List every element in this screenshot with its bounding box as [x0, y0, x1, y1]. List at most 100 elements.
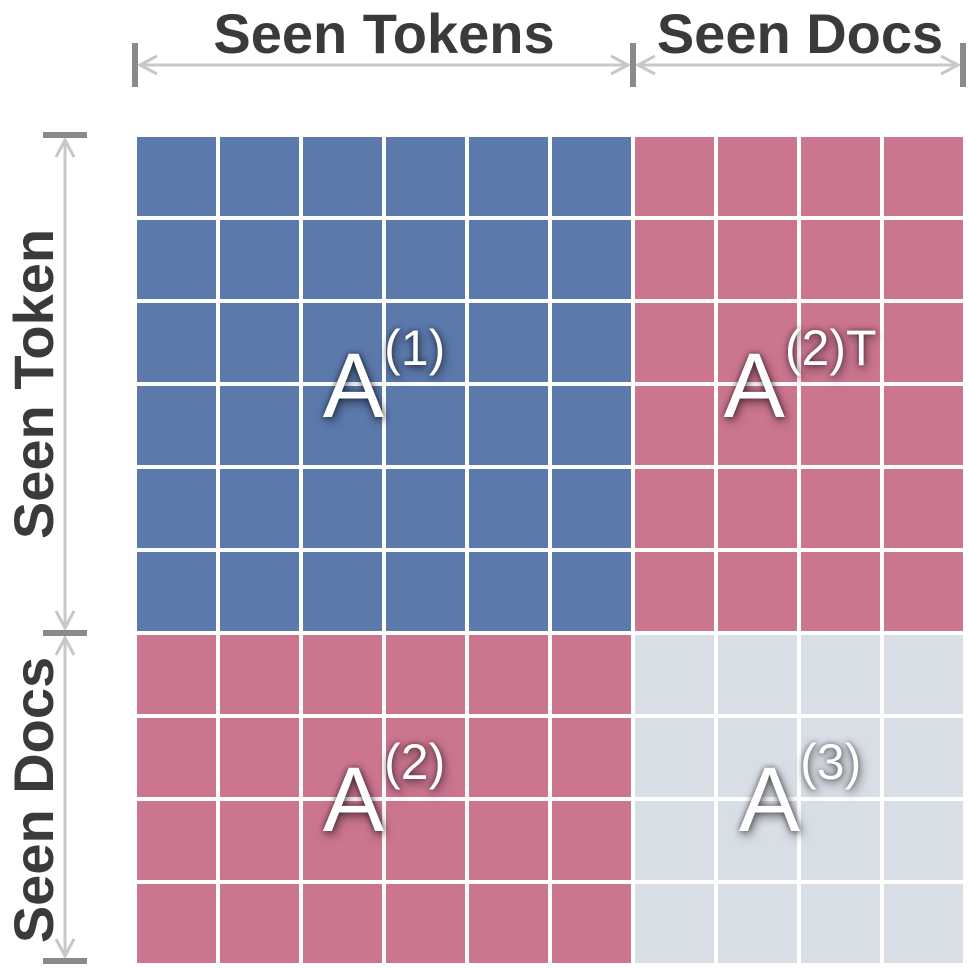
- matrix-cell: [382, 548, 469, 635]
- matrix-cell: [216, 548, 303, 635]
- top-bracket-tokens-arrowhead: [136, 54, 158, 76]
- matrix-cell: [797, 216, 884, 303]
- matrix-cell: [382, 880, 469, 967]
- matrix-cell: [133, 133, 220, 220]
- matrix-cell: [548, 880, 635, 967]
- block-label-a2t: A(2)T: [723, 319, 877, 437]
- matrix-cell: [548, 216, 635, 303]
- block-label-a1: A(1): [322, 319, 446, 437]
- matrix-cell: [299, 797, 386, 884]
- matrix-cell: [299, 299, 386, 386]
- header-seen-token-side: Seen Token: [2, 228, 66, 540]
- matrix-cell: [216, 465, 303, 552]
- matrix-cell: [465, 216, 552, 303]
- matrix-cell: [714, 465, 801, 552]
- matrix-cell: [465, 382, 552, 469]
- matrix-cell: [299, 216, 386, 303]
- side-bracket-token-arrowhead: [54, 136, 76, 158]
- top-bracket-docs-arrowhead: [634, 54, 656, 76]
- side-bracket-docs-arrowhead: [54, 938, 76, 960]
- matrix-cell: [216, 299, 303, 386]
- matrix-cell: [631, 797, 718, 884]
- matrix-cell: [631, 299, 718, 386]
- matrix-cell: [465, 133, 552, 220]
- matrix-cell: [631, 382, 718, 469]
- matrix-cell: [714, 880, 801, 967]
- matrix-cell: [548, 714, 635, 801]
- matrix-cell: [133, 299, 220, 386]
- matrix-cell: [465, 465, 552, 552]
- matrix-cell: [382, 216, 469, 303]
- matrix-cell: [382, 631, 469, 718]
- matrix-cell: [548, 382, 635, 469]
- block-label-a3: A(3): [738, 733, 862, 851]
- matrix-cell: [216, 216, 303, 303]
- matrix-cell: [548, 133, 635, 220]
- matrix-cell: [880, 548, 967, 635]
- matrix-cell: [631, 631, 718, 718]
- matrix-cell: [797, 465, 884, 552]
- matrix-cell: [299, 465, 386, 552]
- matrix-cell: [714, 216, 801, 303]
- matrix-cell: [465, 299, 552, 386]
- matrix-cell: [548, 631, 635, 718]
- matrix-cells: [133, 133, 967, 967]
- side-bracket-token-arrowhead: [54, 610, 76, 632]
- side-bracket-docs-arrowhead: [54, 634, 76, 656]
- matrix-cell: [880, 133, 967, 220]
- matrix-cell: [631, 714, 718, 801]
- top-bracket-tokens-arrowhead: [610, 54, 632, 76]
- matrix-cell: [133, 465, 220, 552]
- matrix-cell: [299, 548, 386, 635]
- matrix-cell: [548, 465, 635, 552]
- matrix-cell: [216, 382, 303, 469]
- header-seen-tokens: Seen Tokens: [213, 2, 555, 65]
- matrix-cell: [299, 133, 386, 220]
- top-bracket-docs-arrowhead: [940, 54, 962, 76]
- matrix-cell: [880, 465, 967, 552]
- matrix-cell: [880, 714, 967, 801]
- matrix-cell: [714, 631, 801, 718]
- matrix-cell: [216, 797, 303, 884]
- matrix-cell: [880, 797, 967, 884]
- header-seen-docs-side: Seen Docs: [2, 656, 66, 944]
- matrix-cell: [216, 133, 303, 220]
- matrix-cell: [880, 216, 967, 303]
- matrix-cell: [465, 548, 552, 635]
- matrix-cell: [299, 631, 386, 718]
- matrix-cell: [382, 465, 469, 552]
- matrix-cell: [797, 548, 884, 635]
- matrix-cell: [382, 133, 469, 220]
- matrix-cell: [216, 631, 303, 718]
- matrix-cell: [797, 714, 884, 801]
- matrix-cell: [631, 880, 718, 967]
- matrix-cell: [133, 714, 220, 801]
- matrix-cell: [133, 631, 220, 718]
- dimension-brackets: [43, 43, 966, 964]
- matrix-cell: [631, 548, 718, 635]
- matrix-cell: [797, 631, 884, 718]
- matrix-cell: [548, 548, 635, 635]
- matrix-cell: [133, 548, 220, 635]
- matrix-cell: [133, 382, 220, 469]
- matrix-cell: [216, 880, 303, 967]
- matrix-cell: [216, 714, 303, 801]
- matrix-cell: [465, 797, 552, 884]
- header-seen-docs-top: Seen Docs: [656, 2, 944, 65]
- block-label-a2: A(2): [322, 733, 446, 851]
- matrix-cell: [880, 299, 967, 386]
- matrix-cell: [465, 631, 552, 718]
- matrix-cell: [714, 133, 801, 220]
- matrix-cell: [465, 880, 552, 967]
- matrix-cell: [797, 880, 884, 967]
- matrix-cell: [548, 797, 635, 884]
- matrix-cell: [299, 880, 386, 967]
- matrix-cell: [880, 631, 967, 718]
- matrix-cell: [548, 299, 635, 386]
- matrix-cell: [797, 133, 884, 220]
- matrix-cell: [631, 465, 718, 552]
- matrix-cell: [382, 714, 469, 801]
- matrix-cell: [880, 880, 967, 967]
